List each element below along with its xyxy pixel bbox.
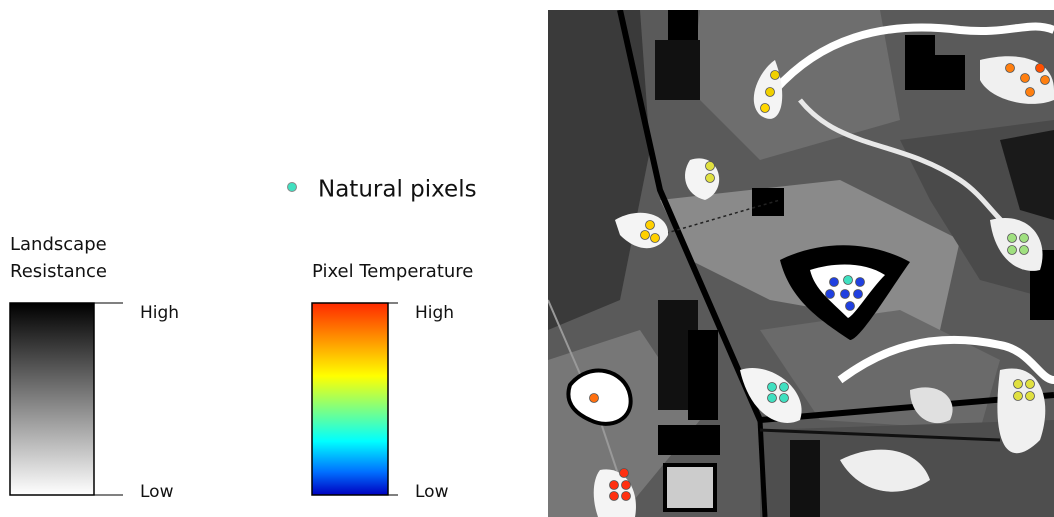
resistance-map — [548, 10, 1054, 517]
pixel-dot — [1026, 88, 1035, 97]
pixel-dot — [1014, 392, 1023, 401]
pixel-dot — [766, 88, 775, 97]
temperature-colorbar — [312, 303, 388, 495]
resistance-title: Resistance — [10, 261, 107, 282]
pixel-dot — [780, 394, 789, 403]
figure: Natural pixels Landscape Resistance High… — [0, 0, 1054, 517]
pixel-dot — [620, 469, 629, 478]
pixel-dot — [830, 278, 839, 287]
pixel-dot — [1006, 64, 1015, 73]
high-label: High — [415, 303, 454, 323]
natural-pixel-icon — [288, 183, 297, 192]
pixel-dot — [841, 290, 850, 299]
temperature-title: Pixel Temperature — [312, 261, 473, 282]
pixel-dot — [706, 174, 715, 183]
pixel-dot — [622, 492, 631, 501]
pixel-dot — [610, 492, 619, 501]
pixel-dot — [761, 104, 770, 113]
pixel-dot — [706, 162, 715, 171]
pixel-dot — [844, 276, 853, 285]
pixel-dot — [856, 278, 865, 287]
high-label: High — [140, 303, 179, 323]
pixel-dot — [771, 71, 780, 80]
pixel-dot — [1008, 234, 1017, 243]
pixel-dot — [1020, 234, 1029, 243]
pixel-dot — [622, 481, 631, 490]
resistance-title: Landscape — [10, 234, 107, 255]
pixel-dot — [1014, 380, 1023, 389]
pixel-dot — [826, 290, 835, 299]
pixel-dot — [780, 383, 789, 392]
low-label: Low — [140, 482, 174, 502]
pixel-dot — [1026, 392, 1035, 401]
pixel-dot — [1021, 74, 1030, 83]
pixel-dot — [1041, 76, 1050, 85]
pixel-dot — [651, 234, 660, 243]
pixel-dot — [1036, 64, 1045, 73]
pixel-dot — [1026, 380, 1035, 389]
pixel-dot — [854, 290, 863, 299]
natural-pixels-label: Natural pixels — [318, 177, 477, 203]
pixel-dot — [846, 302, 855, 311]
pixel-dot — [1020, 246, 1029, 255]
low-label: Low — [415, 482, 449, 502]
pixel-dot — [610, 481, 619, 490]
pixel-dot — [590, 394, 599, 403]
resistance-colorbar — [10, 303, 94, 495]
pixel-dot — [1008, 246, 1017, 255]
pixel-dot — [646, 221, 655, 230]
pixel-dot — [768, 394, 777, 403]
pixel-dot — [768, 383, 777, 392]
pixel-dot — [641, 231, 650, 240]
